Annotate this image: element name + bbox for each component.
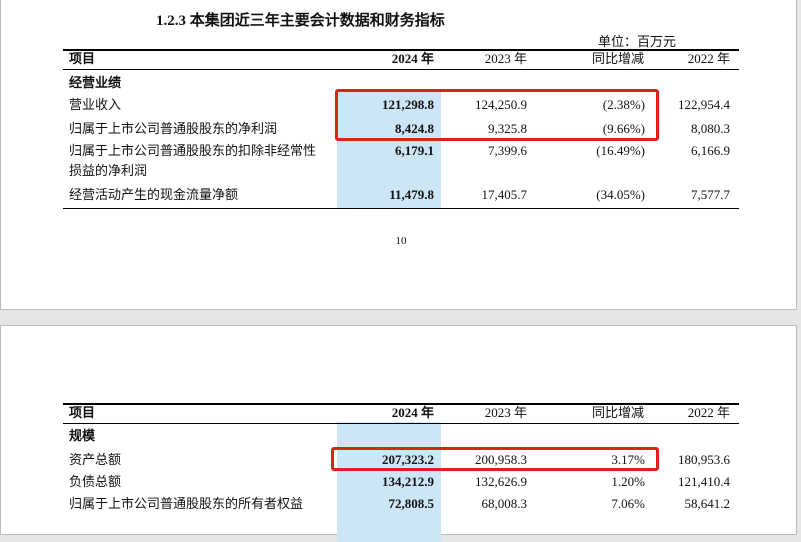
cell-value: 7.06% — [611, 496, 645, 511]
cell-value: 8,424.8 — [395, 121, 434, 136]
cell-value: (16.49%) — [596, 143, 645, 158]
cell-value: (9.66%) — [602, 121, 645, 136]
cell-value: 17,405.7 — [481, 187, 528, 202]
cell-value: 1.20% — [611, 474, 645, 489]
header-cell: 项目 — [69, 51, 96, 66]
rule — [63, 208, 739, 209]
section-title: 规模 — [69, 428, 96, 443]
cell-value: 124,250.9 — [475, 97, 527, 112]
header-cell: 2022 年 — [687, 405, 730, 420]
header-cell: 项目 — [69, 405, 96, 420]
row-label: 损益的净利润 — [69, 163, 148, 178]
rule — [63, 69, 739, 70]
cell-value: 132,626.9 — [475, 474, 527, 489]
cell-value: 200,958.3 — [475, 452, 527, 467]
cell-value: 7,577.7 — [691, 187, 730, 202]
header-cell: 2023 年 — [484, 405, 527, 420]
rule — [63, 403, 739, 405]
section-heading: 1.2.3 本集团近三年主要会计数据和财务指标 — [156, 13, 445, 29]
cell-value: (2.38%) — [602, 97, 645, 112]
row-label: 营业收入 — [69, 97, 122, 112]
header-cell: 2023 年 — [484, 51, 527, 66]
section-title: 经营业绩 — [69, 75, 122, 90]
row-label: 资产总额 — [69, 452, 122, 467]
rule — [63, 49, 739, 51]
page: 1.2.3 本集团近三年主要会计数据和财务指标单位：百万元项目 2024 年 202… — [0, 0, 797, 310]
cell-value: 207,323.2 — [382, 452, 434, 467]
row-label: 归属于上市公司普通股股东的扣除非经常性 — [69, 143, 317, 158]
cell-value: 121,410.4 — [678, 474, 730, 489]
cell-value: 9,325.8 — [488, 121, 527, 136]
cell-value: 6,179.1 — [395, 143, 434, 158]
row-label: 负债总额 — [69, 474, 122, 489]
row-label: 归属于上市公司普通股股东的所有者权益 — [69, 496, 304, 511]
header-cell: 2022 年 — [687, 51, 730, 66]
header-cell: 2024 年 — [391, 51, 434, 66]
cell-value: 122,954.4 — [678, 97, 730, 112]
cell-value: 3.17% — [611, 452, 645, 467]
page-number: 10 — [395, 235, 407, 247]
cell-value: (34.05%) — [596, 187, 645, 202]
red-box — [331, 447, 659, 471]
cell-value: 6,166.9 — [691, 143, 730, 158]
cell-value: 68,008.3 — [481, 496, 528, 511]
cell-value: 11,479.8 — [389, 187, 434, 202]
cell-value: 134,212.9 — [382, 474, 434, 489]
page: 项目 2024 年 2023 年 同比增减 2022 年规模资产总额 207,323.2 2… — [0, 325, 797, 542]
red-box — [335, 89, 659, 141]
header-cell: 同比增减 — [591, 405, 644, 420]
cell-value: 7,399.6 — [488, 143, 527, 158]
header-cell: 同比增减 — [591, 51, 644, 66]
unit-note: 单位：百万元 — [598, 34, 677, 49]
row-label: 经营活动产生的现金流量净额 — [69, 187, 239, 202]
cell-value: 121,298.8 — [382, 97, 434, 112]
rule — [63, 423, 739, 424]
cell-value: 58,641.2 — [684, 496, 731, 511]
header-cell: 2024 年 — [391, 405, 434, 420]
row-label: 归属于上市公司普通股股东的净利润 — [69, 121, 278, 136]
cell-value: 72,808.5 — [388, 496, 435, 511]
cell-value: 8,080.3 — [691, 121, 730, 136]
cell-value: 180,953.6 — [678, 452, 730, 467]
highlight-column — [337, 91, 441, 208]
